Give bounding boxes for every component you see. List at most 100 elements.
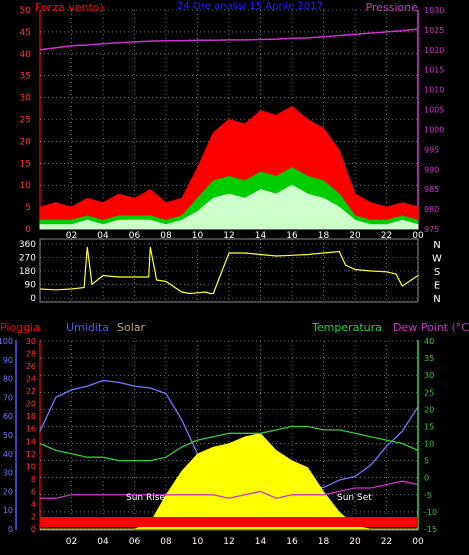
temp-tick-5: 5 — [424, 457, 429, 466]
climate-x-tick-20: 20 — [349, 537, 361, 547]
compass-label-2: S — [434, 267, 440, 278]
rain-tick-8: 8 — [31, 475, 36, 484]
climate-x-tick-14: 14 — [255, 537, 267, 547]
humidity-tick-100: 100 — [0, 337, 13, 346]
dewpoint-axis-title: Dew Point (°C) — [393, 321, 469, 334]
pressure-tick-1025: 1025 — [424, 26, 444, 35]
temp-tick--15: -15 — [424, 525, 437, 534]
temp-tick-40: 40 — [424, 337, 434, 346]
humidity-ticks: 0 10 20 30 40 50 60 70 80 90 100 — [0, 337, 13, 534]
rain-axis-title: Pioggia — [0, 321, 40, 334]
wind-y-tick-30: 30 — [20, 94, 32, 104]
climate-series — [39, 379, 419, 530]
temp-tick--5: -5 — [424, 491, 432, 500]
rain-tick-28: 28 — [26, 350, 36, 359]
wind-y-tick-40: 40 — [20, 50, 32, 60]
sunset-annotation: Sun Set — [337, 493, 372, 503]
series-wind-direction — [39, 246, 419, 295]
climate-x-tick-10: 10 — [192, 537, 204, 547]
right-axis-title: Pressione — [366, 1, 419, 14]
compass-label-3: E — [434, 281, 440, 292]
wind-y-tick-35: 35 — [20, 72, 31, 82]
wind-y-tick-0: 0 — [25, 225, 31, 235]
rain-tick-14: 14 — [26, 437, 36, 446]
humidity-tick-20: 20 — [3, 487, 13, 496]
rain-tick-22: 22 — [26, 387, 36, 396]
temp-tick-15: 15 — [424, 422, 434, 431]
wind-y-tick-50: 50 — [20, 6, 32, 16]
humidity-tick-90: 90 — [3, 356, 13, 365]
rain-tick-20: 20 — [26, 400, 36, 409]
climate-x-tick-12: 12 — [223, 537, 234, 547]
direction-grid — [40, 239, 419, 302]
pressure-tick-1020: 1020 — [424, 46, 444, 55]
series-temperatura — [39, 425, 419, 462]
climate-x-tick-04: 04 — [97, 537, 109, 547]
pressure-tick-1000: 1000 — [424, 125, 444, 134]
wind-y-tick-25: 25 — [20, 116, 31, 126]
temp-tick-35: 35 — [424, 354, 434, 363]
compass-label-1: W — [432, 254, 442, 265]
climate-x-tick-08: 08 — [160, 537, 172, 547]
pressure-tick-1010: 1010 — [424, 86, 444, 95]
humidity-axis-title: Umidita — [66, 321, 109, 334]
wind-left-ticks: 0 5 10 15 20 25 30 35 40 45 50 — [20, 6, 32, 235]
humidity-tick-30: 30 — [3, 469, 13, 478]
humidity-tick-60: 60 — [3, 412, 13, 421]
pressure-tick-975: 975 — [424, 225, 439, 234]
rain-tick-26: 26 — [26, 362, 36, 371]
wind-x-tick-10: 10 — [192, 231, 204, 241]
pressure-tick-1005: 1005 — [424, 106, 444, 115]
rain-tick-30: 30 — [26, 337, 36, 346]
left-axis-title: Forza vento) — [35, 1, 104, 14]
wind-x-ticks: 02 04 06 08 10 12 14 16 18 20 22 00 — [66, 231, 424, 241]
humidity-tick-70: 70 — [3, 393, 13, 402]
wind-series — [39, 28, 419, 230]
climate-panel: Pioggia Umidita Solar Temperatura Dew Po… — [0, 321, 469, 547]
pressure-tick-990: 990 — [424, 165, 439, 174]
wind-x-tick-02: 02 — [66, 231, 77, 241]
direction-series — [39, 246, 419, 295]
wind-x-tick-22: 22 — [381, 231, 392, 241]
rain-tick-12: 12 — [26, 450, 36, 459]
series-dew-point — [40, 480, 419, 499]
wind-y-tick-5: 5 — [25, 203, 31, 213]
temp-tick-0: 0 — [424, 474, 429, 483]
wind-x-tick-14: 14 — [255, 231, 267, 241]
pressure-tick-985: 985 — [424, 185, 439, 194]
sunrise-annotation: Sun Rise — [126, 493, 165, 503]
compass-label-0: N — [433, 240, 440, 251]
humidity-tick-50: 50 — [3, 431, 13, 440]
climate-x-tick-02: 02 — [66, 537, 77, 547]
pressure-tick-1015: 1015 — [424, 66, 444, 75]
rain-tick-0: 0 — [31, 525, 36, 534]
wind-x-tick-06: 06 — [129, 231, 141, 241]
solar-axis-title: Solar — [117, 321, 146, 334]
wind-x-tick-08: 08 — [160, 231, 172, 241]
wind-y-tick-15: 15 — [20, 159, 31, 169]
climate-x-tick-00: 00 — [412, 537, 424, 547]
direction-ticks: 0 90 180 270 360 — [19, 240, 36, 304]
dir-y-tick-270: 270 — [19, 254, 36, 264]
dir-y-tick-90: 90 — [25, 281, 37, 291]
temp-tick-25: 25 — [424, 388, 434, 397]
rain-tick-24: 24 — [26, 375, 36, 384]
rain-tick-10: 10 — [26, 462, 36, 471]
rain-tick-18: 18 — [26, 412, 36, 421]
climate-x-ticks: 02 04 06 08 10 12 14 16 18 20 22 00 — [66, 537, 424, 547]
compass-label-4: N — [433, 294, 440, 305]
series-rain — [40, 517, 418, 527]
dir-y-tick-0: 0 — [30, 294, 36, 304]
wind-y-tick-45: 45 — [20, 28, 31, 38]
wind-x-tick-12: 12 — [223, 231, 234, 241]
temperature-ticks: -15 -10 -5 0 5 10 15 20 25 30 35 40 — [424, 337, 437, 534]
series-solar — [40, 433, 418, 530]
temp-tick-30: 30 — [424, 371, 434, 380]
climate-x-tick-16: 16 — [286, 537, 298, 547]
pressure-ticks: 975 980 985 990 995 1000 1005 1010 1015 1020 1025 1… — [424, 6, 444, 234]
wind-x-tick-00: 00 — [412, 231, 424, 241]
